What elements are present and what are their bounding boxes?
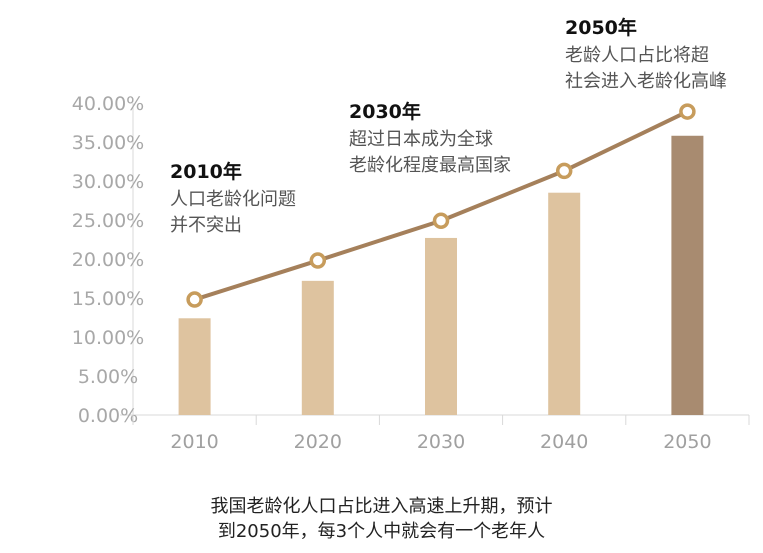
- annotation-text: 社会进入老龄化高峰: [565, 71, 727, 92]
- y-tick-label: 10.00%: [72, 327, 144, 349]
- bar: [548, 192, 581, 415]
- annotation-text: 老龄人口占比将超: [565, 45, 709, 66]
- y-tick-label: 15.00%: [72, 288, 144, 310]
- x-tick-label: 2010: [170, 431, 218, 453]
- y-tick-label: 25.00%: [72, 210, 144, 232]
- line-point: [555, 162, 573, 180]
- caption-line-1: 我国老龄化人口占比进入高速上升期，预计: [210, 496, 553, 517]
- y-tick-label: 5.00%: [78, 366, 138, 388]
- annotation-text: 并不突出: [170, 215, 242, 236]
- chart-caption: 我国老龄化人口占比进入高速上升期，预计 到2050年，每3个人中就会有一个老年人: [0, 494, 763, 544]
- annotation-text: 超过日本成为全球: [349, 129, 493, 150]
- annotation-text: 人口老龄化问题: [170, 189, 296, 210]
- bars: [178, 135, 704, 415]
- bar: [671, 135, 704, 415]
- line-point: [186, 291, 203, 308]
- x-tick-label: 2030: [417, 431, 465, 453]
- y-tick-label: 35.00%: [72, 132, 144, 154]
- trend-line-series: [186, 103, 696, 308]
- bar: [425, 237, 457, 415]
- x-tick-label: 2050: [663, 431, 711, 453]
- chart: 0.00% 5.00% 10.00% 15.00% 20.00% 25.00% 30.00%…: [72, 16, 750, 453]
- y-tick-label: 0.00%: [78, 405, 138, 427]
- line-point: [679, 103, 696, 120]
- annotation-title: 2030年: [349, 100, 421, 123]
- line-point: [432, 212, 450, 230]
- caption-line-2: 到2050年，每3个人中就会有一个老年人: [217, 521, 546, 542]
- annotation-title: 2050年: [565, 16, 637, 39]
- annotation-text: 老龄化程度最高国家: [349, 155, 511, 176]
- y-tick-label: 20.00%: [72, 249, 144, 271]
- y-tick-label: 30.00%: [72, 171, 144, 193]
- x-tick-label: 2020: [294, 431, 342, 453]
- x-tick-label: 2040: [540, 431, 588, 453]
- axes: 0.00% 5.00% 10.00% 15.00% 20.00% 25.00% 30.00%…: [72, 93, 750, 453]
- bar: [178, 318, 211, 415]
- annotation-title: 2010年: [170, 160, 242, 183]
- line-point: [309, 252, 327, 269]
- y-tick-label: 40.00%: [72, 93, 144, 115]
- bar: [301, 280, 334, 415]
